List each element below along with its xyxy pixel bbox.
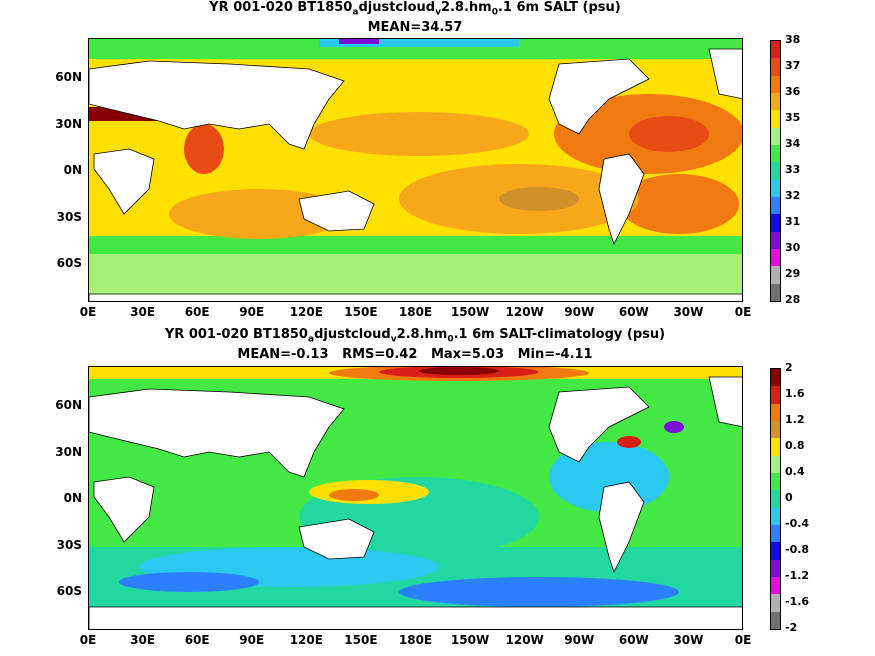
colorbar-label: 38 — [785, 33, 801, 46]
lon-label: 0E — [734, 633, 752, 647]
colorbar-segment — [771, 41, 780, 59]
lon-label: 90W — [564, 305, 595, 319]
lon-label: 150E — [344, 633, 378, 647]
colorbar-label: 0.4 — [785, 465, 805, 478]
landmasses — [89, 376, 742, 629]
lon-label: 120E — [289, 305, 323, 319]
top-colorbar — [770, 40, 781, 302]
colorbar-label: 36 — [785, 85, 801, 98]
colorbar-segment — [771, 110, 780, 128]
lon-label: 150W — [450, 305, 490, 319]
lon-label: 150W — [450, 633, 490, 647]
lon-label: 90E — [239, 305, 265, 319]
lon-label: 180E — [398, 633, 433, 647]
colorbar-segment — [771, 524, 780, 543]
lon-label: 90W — [564, 633, 595, 647]
top-lat-label-30s: 30S — [56, 210, 82, 224]
lon-label: 120W — [505, 305, 544, 319]
lon-label: 60W — [618, 305, 649, 319]
bottom-lat-label-60n: 60N — [55, 398, 82, 412]
lon-label: 150E — [344, 305, 378, 319]
colorbar-segment — [771, 162, 780, 180]
colorbar-segment — [771, 369, 780, 387]
lon-label: 60W — [618, 633, 649, 647]
lon-label: 120W — [505, 633, 544, 647]
colorbar-label: 32 — [785, 189, 801, 202]
colorbar-segment — [771, 196, 780, 215]
bottom-map-title: YR 001-020 BT1850adjustcloudv2.8.hm0.1 6… — [164, 327, 666, 345]
colorbar-segment — [771, 248, 780, 267]
colorbar-segment — [771, 231, 780, 249]
lon-label: 30E — [130, 633, 156, 647]
colorbar-segment — [771, 576, 780, 595]
colorbar-segment — [771, 490, 780, 508]
colorbar-segment — [771, 92, 780, 111]
colorbar-segment — [771, 179, 780, 197]
top-salinity-map — [88, 38, 743, 302]
colorbar-label: -2 — [785, 621, 798, 634]
lon-label: 0E — [79, 633, 97, 647]
colorbar-segment — [771, 455, 780, 473]
lon-label: 120E — [289, 633, 323, 647]
colorbar-segment — [771, 403, 780, 421]
bottom-salinity-anomaly-map — [88, 366, 743, 630]
colorbar-label: -0.4 — [785, 517, 810, 530]
bottom-lat-label-0n: 0N — [63, 491, 82, 505]
colorbar-segment — [771, 507, 780, 525]
colorbar-label: 28 — [785, 293, 801, 306]
colorbar-label: 37 — [785, 59, 801, 72]
bottom-colorbar — [770, 368, 781, 630]
bottom-lat-label-60s: 60S — [56, 584, 82, 598]
colorbar-label: -0.8 — [785, 543, 810, 556]
lon-label: 60E — [184, 633, 210, 647]
colorbar-segment — [771, 127, 780, 145]
colorbar-segment — [771, 438, 780, 456]
lon-label: 180E — [398, 305, 433, 319]
lon-label: 0E — [79, 305, 97, 319]
colorbar-label: 29 — [785, 267, 801, 280]
colorbar-segment — [771, 542, 780, 560]
colorbar-label: 33 — [785, 163, 801, 176]
colorbar-label: -1.6 — [785, 595, 810, 608]
colorbar-label: 31 — [785, 215, 801, 228]
colorbar-segment — [771, 144, 780, 163]
colorbar-segment — [771, 386, 780, 404]
colorbar-segment — [771, 472, 780, 491]
landmasses — [89, 48, 742, 301]
top-lat-label-60n: 60N — [55, 70, 82, 84]
colorbar-segment — [771, 283, 780, 301]
colorbar-label: 1.2 — [785, 413, 805, 426]
colorbar-segment — [771, 214, 780, 232]
colorbar-label: 2 — [785, 361, 793, 374]
colorbar-segment — [771, 75, 780, 93]
lon-label: 90E — [239, 633, 265, 647]
top-lat-label-0n: 0N — [63, 163, 82, 177]
top-lat-label-30n: 30N — [55, 117, 82, 131]
colorbar-segment — [771, 594, 780, 612]
lon-label: 60E — [184, 305, 210, 319]
top-map-stats: MEAN=34.57 — [367, 20, 463, 35]
colorbar-segment — [771, 420, 780, 439]
colorbar-label: -1.2 — [785, 569, 810, 582]
bottom-lat-label-30s: 30S — [56, 538, 82, 552]
colorbar-label: 0.8 — [785, 439, 805, 452]
colorbar-label: 35 — [785, 111, 801, 124]
lon-label: 30W — [673, 633, 704, 647]
colorbar-label: 1.6 — [785, 387, 805, 400]
colorbar-label: 34 — [785, 137, 801, 150]
bottom-lat-label-30n: 30N — [55, 445, 82, 459]
colorbar-label: 0 — [785, 491, 793, 504]
bottom-map-stats: MEAN=-0.13 RMS=0.42 Max=5.03 Min=-4.11 — [237, 347, 593, 362]
lon-label: 30E — [130, 305, 156, 319]
top-map-title: YR 001-020 BT1850adjustcloudv2.8.hm0.1 6… — [209, 0, 621, 18]
lon-label: 30W — [673, 305, 704, 319]
colorbar-label: 30 — [785, 241, 801, 254]
colorbar-segment — [771, 266, 780, 284]
colorbar-segment — [771, 58, 780, 76]
lon-label: 0E — [734, 305, 752, 319]
colorbar-segment — [771, 559, 780, 577]
colorbar-segment — [771, 611, 780, 629]
top-lat-label-60s: 60S — [56, 256, 82, 270]
